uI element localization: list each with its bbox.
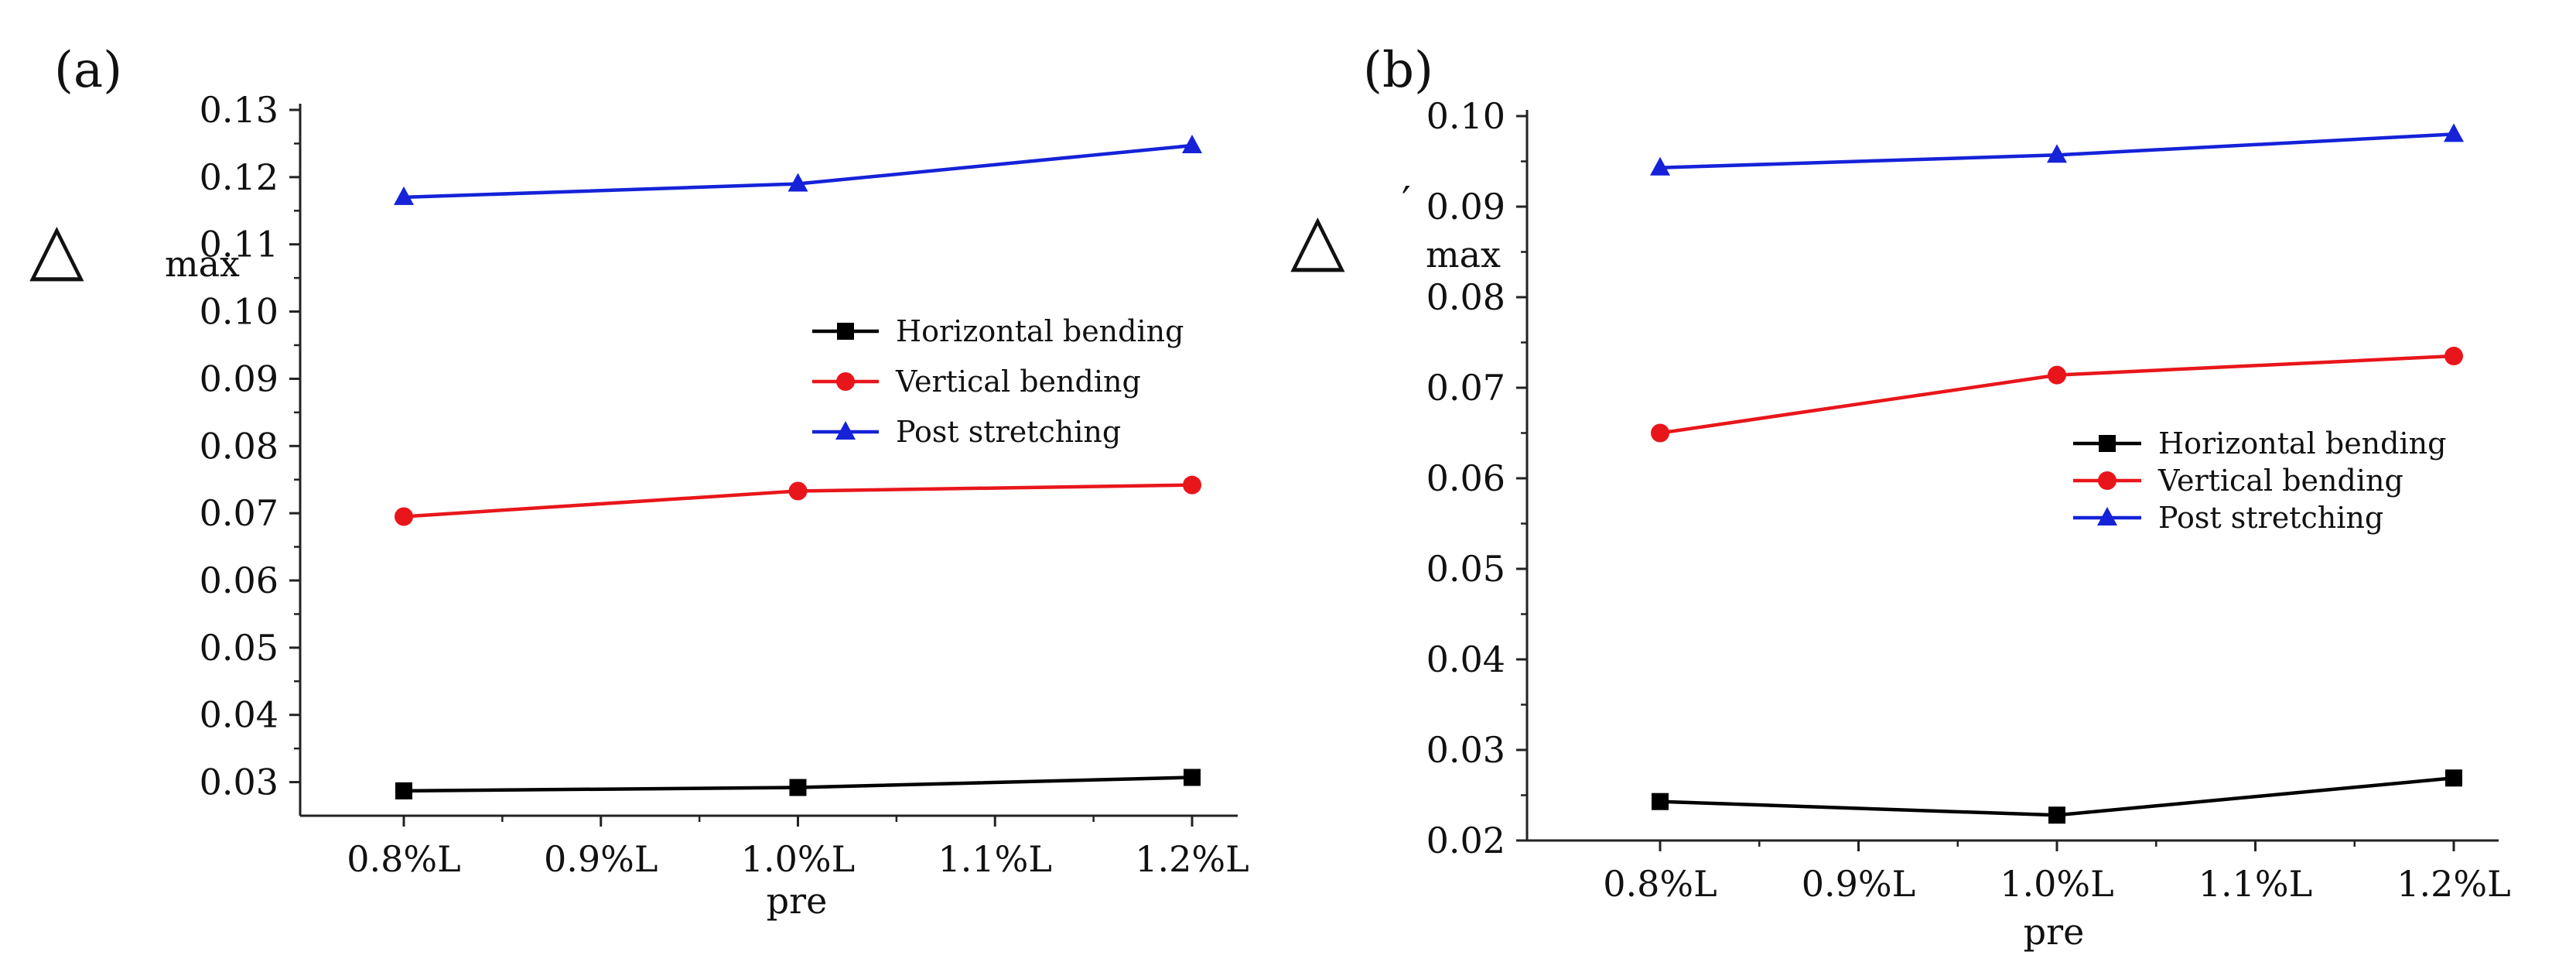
data-point [789, 779, 807, 796]
y-tick-label: 0.06 [1426, 457, 1505, 499]
y-tick-label: 0.08 [1426, 276, 1505, 318]
data-point [394, 186, 414, 205]
y-tick-label: 0.09 [200, 358, 278, 399]
x-tick-label: 1.2%L [1135, 838, 1249, 880]
data-point [2444, 123, 2464, 142]
y-tick-label: 0.05 [1426, 548, 1505, 590]
y-tick-label: 0.12 [200, 156, 278, 198]
y-tick-label: 0.05 [200, 627, 278, 669]
data-point [2048, 806, 2065, 824]
data-point [1651, 423, 1669, 443]
x-tick-label: 1.1%L [938, 838, 1052, 880]
legend-label: Vertical bending [2157, 464, 2403, 498]
y-tick-label: 0.07 [200, 492, 278, 534]
x-tick-label: 1.0%L [2000, 863, 2113, 905]
x-tick-label: 1.0%L [741, 838, 855, 880]
y-tick-label: 0.13 [200, 89, 278, 131]
x-tick-label: 0.8%L [347, 838, 460, 880]
data-point [2445, 769, 2462, 787]
x-axis-title: pre [2024, 911, 2085, 953]
y-axis-title-symbol: △ [1290, 197, 1345, 280]
legend-label: Horizontal bending [896, 314, 1184, 348]
y-axis-title-subscript: max [1426, 234, 1501, 276]
data-point [1650, 156, 1670, 176]
legend-label: Horizontal bending [2158, 426, 2446, 460]
data-point [787, 173, 808, 192]
x-tick-label: 1.2%L [2397, 863, 2510, 905]
legend-marker [2098, 471, 2116, 490]
y-axis-title-prime: ′ [1402, 179, 1411, 225]
data-point [2047, 144, 2067, 163]
legend-marker [837, 323, 854, 340]
legend-label: Vertical bending [895, 365, 1141, 399]
data-point [1184, 769, 1201, 786]
legend-marker [835, 421, 856, 440]
y-tick-label: 0.07 [1426, 367, 1505, 409]
legend-label: Post stretching [896, 415, 1121, 449]
x-tick-label: 0.9%L [1802, 863, 1915, 905]
y-tick-label: 0.04 [1426, 638, 1505, 680]
y-tick-label: 0.06 [200, 560, 278, 601]
legend-marker [2099, 435, 2116, 452]
panel-label: (b) [1363, 42, 1433, 99]
data-point [2048, 365, 2066, 385]
panel-a: (a) 0.03 0.04 0.05 0.06 0.07 0.08 0.09 0.10 0.11 0… [29, 42, 1249, 922]
y-axis-title-subscript: max [165, 243, 240, 285]
x-tick-label: 1.1%L [2198, 863, 2312, 905]
data-point [1652, 793, 1669, 810]
y-tick-label: 0.11 [200, 224, 278, 265]
y-tick-label: 0.04 [200, 694, 278, 736]
legend-label: Post stretching [2158, 501, 2383, 535]
panel-b: (b) 0.02 0.03 0.04 0.05 0.06 0.07 0.08 0.09 0.10 0… [1290, 42, 2511, 953]
data-point [395, 507, 413, 526]
data-point [2444, 347, 2463, 366]
y-tick-label: 0.09 [1426, 186, 1505, 228]
y-tick-label: 0.02 [1426, 820, 1505, 861]
x-tick-label: 0.8%L [1603, 863, 1717, 905]
y-tick-label: 0.03 [1426, 729, 1505, 771]
data-point [395, 782, 412, 799]
data-point [788, 481, 808, 501]
panel-label: (a) [54, 42, 122, 99]
y-axis-title-symbol: △ [29, 207, 84, 289]
data-point [1183, 475, 1201, 495]
y-tick-label: 0.03 [200, 762, 278, 803]
y-tick-label: 0.10 [1426, 95, 1505, 137]
y-tick-label: 0.08 [200, 425, 278, 467]
legend-marker [836, 372, 855, 391]
y-tick-label: 0.10 [200, 291, 278, 333]
x-axis-title: pre [767, 880, 828, 922]
x-tick-label: 0.9%L [544, 838, 658, 880]
legend-marker [2097, 507, 2117, 526]
data-point [1182, 135, 1202, 154]
